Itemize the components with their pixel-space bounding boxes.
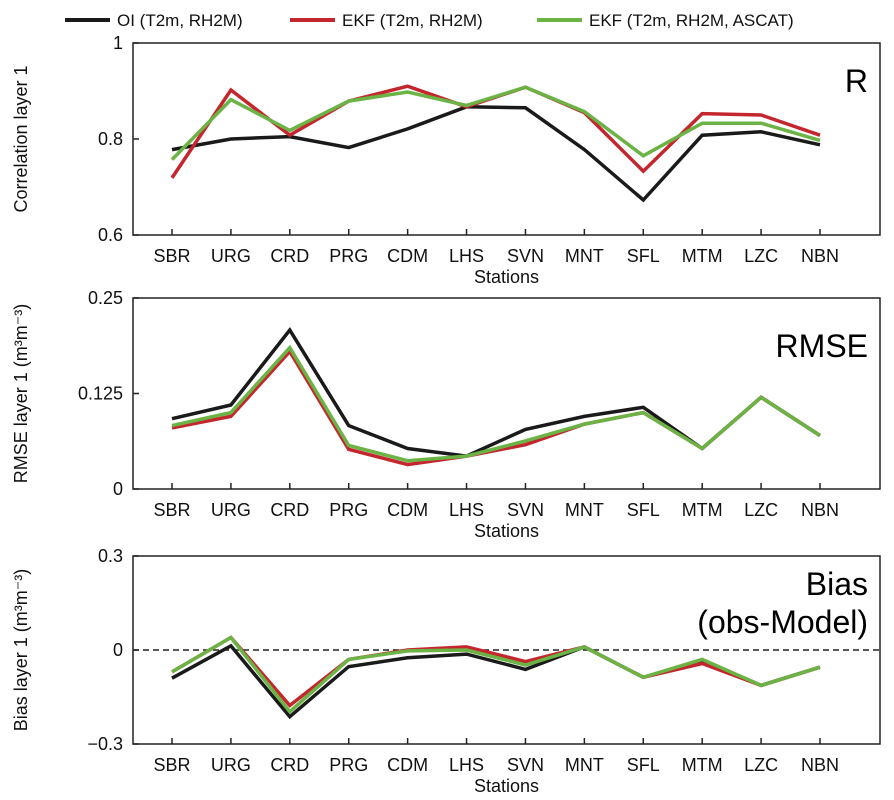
series-line-ekf-ascat — [171, 635, 821, 715]
y-tick-label: 0.25 — [88, 288, 123, 308]
y-axis-label: RMSE layer 1 (m³m⁻³) — [11, 304, 31, 484]
x-tick-label: URG — [211, 246, 251, 266]
x-tick-label: CDM — [387, 755, 428, 775]
legend-item: EKF (T2m, RH2M, ASCAT) — [537, 11, 794, 30]
x-tick-label: MTM — [682, 500, 723, 520]
panels: 0.6 0.8 1 SBR URG CRD PRG CDM LHS SVN MNT SFL MTM LZC… — [11, 33, 881, 796]
series-line-ekf-ascat — [170, 85, 821, 161]
x-tick-label: URG — [211, 755, 251, 775]
x-tick-label: CDM — [387, 500, 428, 520]
x-tick-label: MNT — [565, 755, 604, 775]
x-tick-label: LZC — [744, 500, 778, 520]
plot-frame — [132, 297, 881, 490]
y-axis-label: Correlation layer 1 — [11, 65, 31, 212]
x-tick-label: CRD — [270, 755, 309, 775]
series-line-ekf — [171, 635, 821, 708]
x-tick-label: LZC — [744, 755, 778, 775]
x-tick-label: MTM — [682, 246, 723, 266]
x-tick-label: SBR — [153, 500, 190, 520]
y-tick-label: 0.125 — [78, 384, 123, 404]
x-tick-label: SFL — [627, 246, 660, 266]
x-tick-label: SFL — [627, 500, 660, 520]
y-tick-label: 0.3 — [98, 546, 123, 566]
x-tick-label: NBN — [801, 246, 839, 266]
x-tick-label: SVN — [507, 246, 544, 266]
x-tick-label: NBN — [801, 755, 839, 775]
x-tick-label: URG — [211, 500, 251, 520]
x-tick-label: LHS — [449, 246, 484, 266]
series-line-oi — [171, 327, 821, 458]
correlation-plot: 0.6 0.8 1 SBR URG CRD PRG CDM LHS SVN MNT SFL MTM LZC… — [11, 33, 881, 287]
y-tick-label: −0.3 — [87, 734, 123, 754]
x-tick-label: PRG — [329, 755, 368, 775]
x-tick-label: PRG — [329, 246, 368, 266]
y-tick-label: 0.6 — [98, 225, 123, 245]
x-axis-label: Stations — [474, 521, 539, 541]
x-tick-label: SBR — [153, 246, 190, 266]
y-axis-label: Bias layer 1 (m³m⁻³) — [11, 569, 31, 732]
panel-label: Bias — [806, 566, 868, 602]
series-line-ekf — [170, 84, 821, 179]
x-tick-label: CRD — [270, 500, 309, 520]
x-tick-label: SFL — [627, 755, 660, 775]
x-tick-label: CRD — [270, 246, 309, 266]
series-line-oi — [171, 105, 821, 203]
legend-label: OI (T2m, RH2M) — [117, 11, 243, 30]
y-tick-label: 0 — [113, 640, 123, 660]
x-tick-label: MNT — [565, 500, 604, 520]
x-axis-label: Stations — [474, 776, 539, 796]
x-tick-label: LZC — [744, 246, 778, 266]
x-tick-label: NBN — [801, 500, 839, 520]
rmse-plot: 0 0.125 0.25 SBR URG CRD PRG CDM LHS SVN MNT SFL MTM… — [11, 288, 881, 541]
x-tick-label: SBR — [153, 755, 190, 775]
x-tick-label: CDM — [387, 246, 428, 266]
legend-label: EKF (T2m, RH2M) — [342, 11, 483, 30]
x-tick-label: SVN — [507, 500, 544, 520]
x-tick-label: LHS — [449, 500, 484, 520]
legend-item: EKF (T2m, RH2M) — [290, 11, 483, 30]
legend-label: EKF (T2m, RH2M, ASCAT) — [589, 11, 794, 30]
panel-label: RMSE — [776, 328, 868, 364]
bias-plot: −0.3 0 0.3 SBR URG CRD PRG CDM LHS SVN MNT SFL MTM LZ… — [11, 546, 881, 796]
legend-item: OI (T2m, RH2M) — [65, 11, 243, 30]
legend: OI (T2m, RH2M) EKF (T2m, RH2M) EKF (T2m, R… — [65, 11, 794, 30]
series-line-ekf-ascat — [171, 344, 821, 463]
x-tick-label: MNT — [565, 246, 604, 266]
x-tick-label: LHS — [449, 755, 484, 775]
y-tick-label: 0 — [113, 479, 123, 499]
x-axis-label: Stations — [474, 267, 539, 287]
panel-label: (obs-Model) — [697, 604, 868, 640]
panel-label: R — [845, 63, 868, 99]
y-tick-label: 0.8 — [98, 129, 123, 149]
x-tick-label: PRG — [329, 500, 368, 520]
x-tick-label: SVN — [507, 755, 544, 775]
y-tick-label: 1 — [113, 33, 123, 53]
x-tick-label: MTM — [682, 755, 723, 775]
